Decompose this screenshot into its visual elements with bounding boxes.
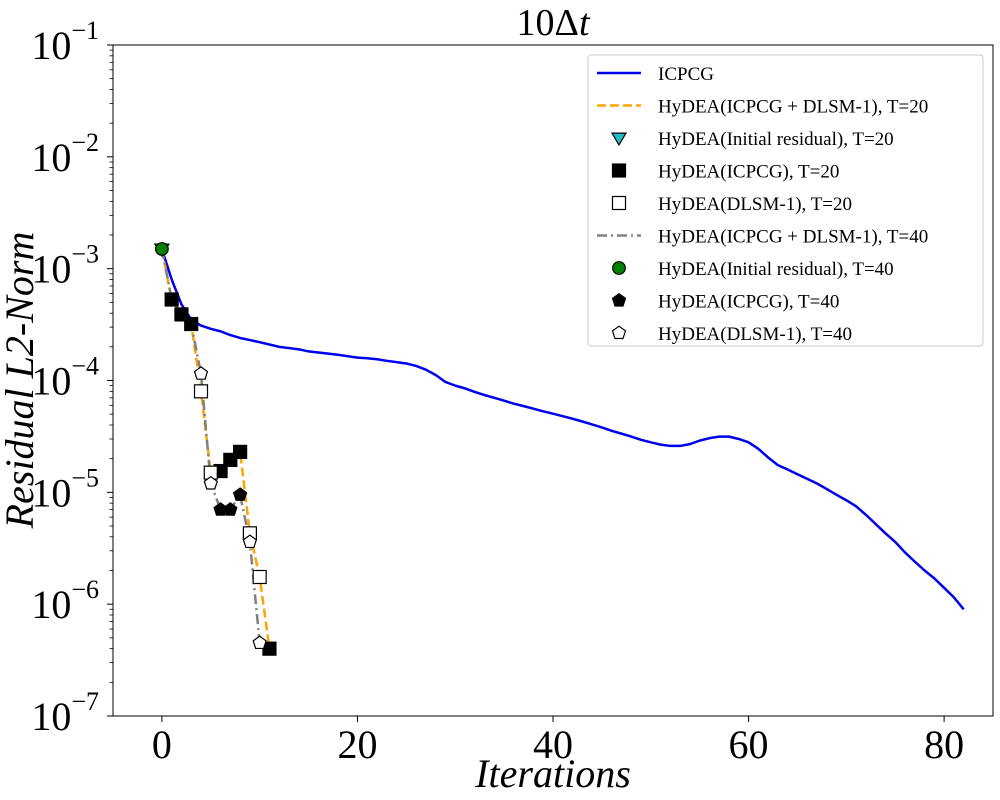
y-tick-label: 10−1 (31, 16, 99, 68)
chart-title: 10Δt (517, 2, 591, 44)
x-axis-label: Iterations (474, 751, 631, 796)
legend: ICPCG HyDEA(ICPCG + DLSM-1), T=20 HyDEA(In… (587, 54, 984, 347)
legend-marker-3 (611, 163, 627, 178)
legend-label: HyDEA(ICPCG), T=20 (658, 162, 839, 183)
series-marker-8 (193, 366, 209, 380)
legend-label: HyDEA(DLSM-1), T=20 (658, 194, 852, 215)
legend-marker-7 (611, 292, 627, 307)
series-marker-8 (203, 475, 218, 490)
series-marker-8 (242, 534, 258, 549)
y-tick-label: 10−3 (31, 240, 99, 292)
y-tick-label: 10−6 (31, 575, 99, 627)
x-tick-label: 60 (729, 722, 769, 767)
legend-marker-8 (611, 325, 627, 340)
legend-label: HyDEA(ICPCG + DLSM-1), T=40 (658, 227, 928, 248)
y-tick-label: 10−5 (31, 463, 99, 515)
legend-label: HyDEA(Initial residual), T=40 (658, 259, 894, 280)
legend-marker-6 (612, 261, 626, 275)
series-marker-3 (164, 292, 179, 307)
legend-label: ICPCG (658, 64, 714, 85)
legend-label: HyDEA(DLSM-1), T=40 (658, 324, 852, 345)
y-minor-ticks (109, 49, 113, 683)
x-tick-label: 80 (924, 722, 964, 767)
legend-marker-4 (611, 195, 627, 211)
series-marker-7 (232, 487, 248, 501)
legend-frame (587, 54, 984, 347)
plot-frame (112, 44, 994, 717)
y-tick-labels: 10−7 10−6 10−5 10−4 10−3 10−2 10−1 (31, 16, 99, 739)
series-marker-3 (233, 444, 248, 459)
y-tick-label: 10−2 (31, 128, 99, 180)
plot-markers (153, 242, 277, 656)
legend-label: HyDEA(ICPCG + DLSM-1), T=20 (658, 97, 928, 118)
series-marker-4 (252, 569, 267, 585)
series-marker-6 (154, 242, 169, 256)
y-tick-label: 10−7 (31, 687, 99, 739)
legend-label: HyDEA(ICPCG), T=40 (658, 292, 839, 313)
series-marker-4 (193, 384, 209, 399)
y-tick-label: 10−4 (31, 352, 99, 404)
series-line-0 (160, 248, 965, 611)
y-axis-label: Residual L2-Norm (0, 232, 42, 530)
series-marker-8 (252, 635, 267, 650)
axis-ticks (107, 44, 945, 722)
series-marker-7 (223, 502, 238, 516)
legend-marker-2 (610, 132, 628, 147)
legend-label: HyDEA(Initial residual), T=20 (658, 129, 894, 150)
x-tick-label: 40 (533, 722, 573, 767)
x-tick-label: 20 (337, 722, 377, 767)
x-tick-label: 0 (152, 722, 172, 767)
x-tick-labels: 0 20 40 60 80 (152, 722, 964, 767)
series-marker-3 (184, 316, 199, 332)
